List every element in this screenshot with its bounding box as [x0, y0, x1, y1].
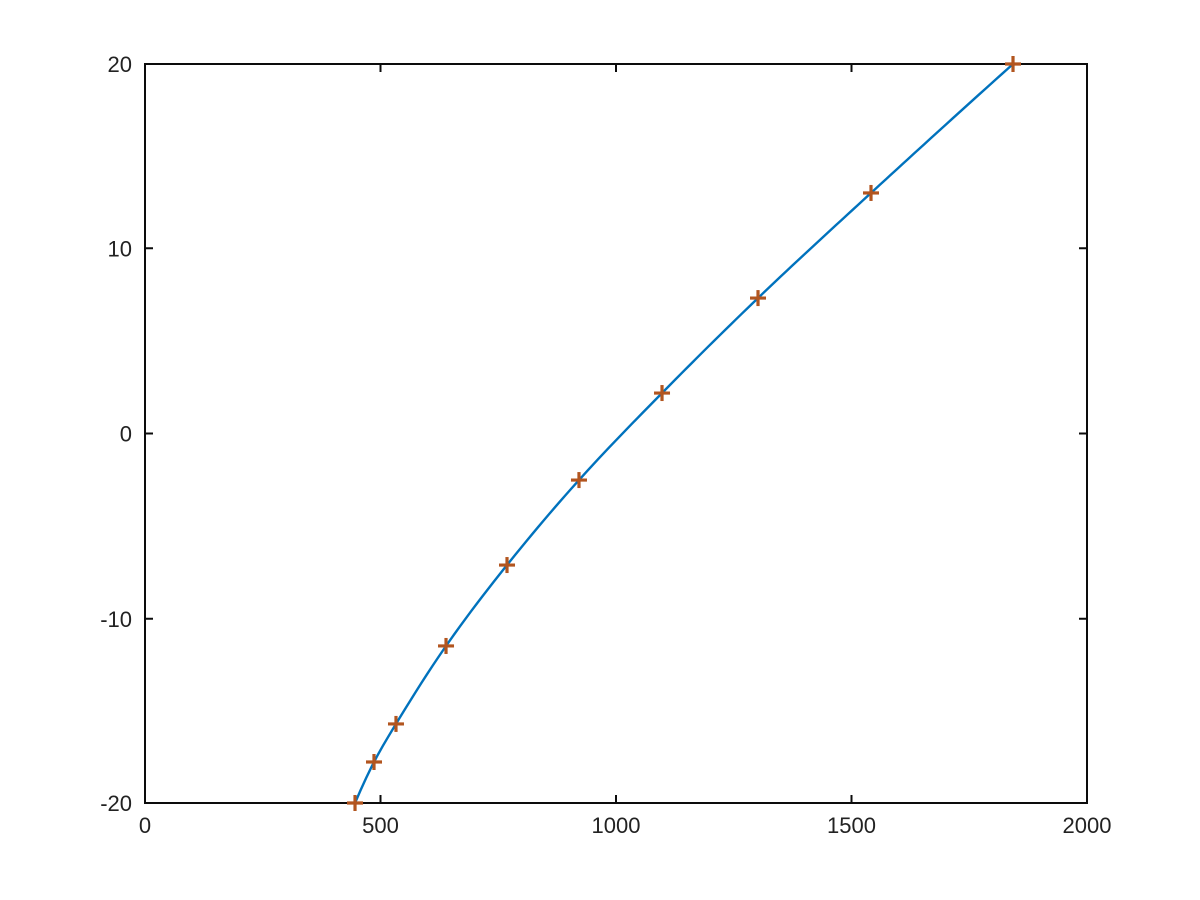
svg-text:-20: -20: [100, 791, 132, 816]
svg-text:20: 20: [108, 52, 132, 77]
svg-text:0: 0: [139, 813, 151, 838]
svg-text:10: 10: [108, 236, 132, 261]
svg-text:1000: 1000: [592, 813, 641, 838]
svg-text:-10: -10: [100, 607, 132, 632]
svg-text:0: 0: [120, 422, 132, 447]
svg-text:500: 500: [362, 813, 399, 838]
svg-text:2000: 2000: [1063, 813, 1112, 838]
svg-text:1500: 1500: [827, 813, 876, 838]
